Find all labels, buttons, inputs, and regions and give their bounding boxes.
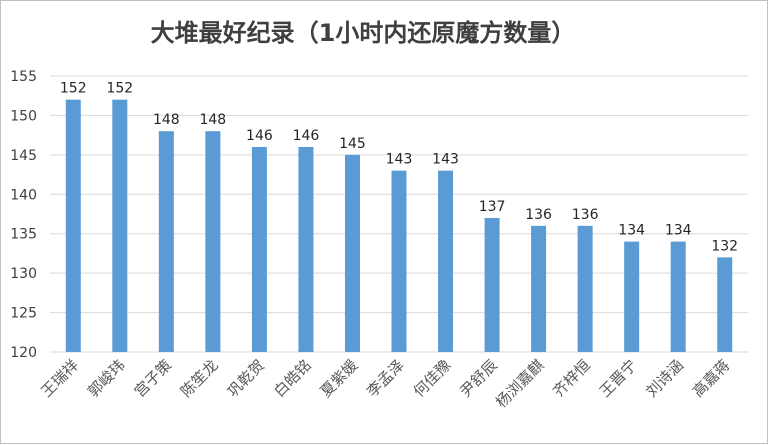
x-tick-label: 宫子策 bbox=[131, 356, 176, 401]
bar bbox=[112, 99, 128, 353]
x-tick-label: 何佳豫 bbox=[410, 356, 455, 401]
bars bbox=[65, 99, 733, 353]
x-tick-label: 白皓铭 bbox=[270, 356, 315, 401]
bar bbox=[484, 217, 500, 352]
data-label: 136 bbox=[572, 207, 599, 223]
y-tick-label: 140 bbox=[10, 187, 37, 203]
bar bbox=[344, 154, 360, 352]
bar bbox=[438, 170, 454, 352]
x-tick-label: 尹舒辰 bbox=[456, 356, 501, 401]
y-tick-label: 145 bbox=[10, 148, 37, 164]
y-axis-ticks: 120 125 130 135 140 145 150 155 bbox=[10, 69, 37, 361]
data-label: 132 bbox=[711, 238, 738, 254]
data-labels: 152 152 148 148 146 146 145 143 143 137 136 136 134 1… bbox=[60, 81, 738, 255]
y-tick-label: 125 bbox=[10, 306, 37, 322]
data-label: 148 bbox=[199, 112, 226, 128]
x-tick-label: 王瑞祥 bbox=[38, 356, 83, 401]
x-tick-label: 李孟泽 bbox=[363, 356, 408, 401]
x-tick-label: 刘诗涵 bbox=[642, 356, 687, 401]
x-tick-label: 郭峻玮 bbox=[84, 356, 129, 401]
data-label: 146 bbox=[293, 128, 320, 144]
data-label: 143 bbox=[386, 152, 413, 168]
data-label: 134 bbox=[665, 223, 692, 239]
x-tick-label: 杨浏嘉麒 bbox=[492, 356, 547, 411]
bar bbox=[298, 146, 314, 352]
y-tick-label: 135 bbox=[10, 227, 37, 243]
bar bbox=[577, 225, 593, 352]
data-label: 137 bbox=[479, 199, 506, 215]
chart-title: 大堆最好纪录（1小时内还原魔方数量） bbox=[151, 19, 576, 47]
y-tick-label: 150 bbox=[10, 108, 37, 124]
x-tick-label: 高嘉蒋 bbox=[689, 356, 734, 401]
x-tick-label: 夏紫媛 bbox=[317, 356, 362, 401]
x-tick-label: 陈笙龙 bbox=[177, 356, 222, 401]
bar bbox=[158, 131, 174, 352]
x-tick-label: 齐梓恒 bbox=[549, 356, 594, 401]
y-tick-label: 155 bbox=[10, 69, 37, 85]
data-label: 134 bbox=[618, 223, 645, 239]
bar bbox=[531, 225, 547, 352]
bar bbox=[717, 257, 733, 352]
data-label: 148 bbox=[153, 112, 180, 128]
bar bbox=[624, 241, 640, 352]
data-label: 152 bbox=[60, 81, 87, 97]
data-label: 143 bbox=[432, 152, 459, 168]
y-tick-label: 120 bbox=[10, 345, 37, 361]
data-label: 136 bbox=[525, 207, 552, 223]
data-label: 152 bbox=[106, 81, 133, 97]
bar bbox=[205, 131, 221, 352]
data-label: 146 bbox=[246, 128, 273, 144]
x-tick-label: 巩乾贺 bbox=[224, 356, 269, 401]
y-tick-label: 130 bbox=[10, 266, 37, 282]
bar bbox=[65, 99, 81, 353]
bar bbox=[251, 146, 267, 352]
bar bbox=[391, 170, 407, 352]
data-label: 145 bbox=[339, 136, 366, 152]
x-tick-label: 王晋宁 bbox=[596, 356, 641, 401]
bar bbox=[670, 241, 686, 352]
